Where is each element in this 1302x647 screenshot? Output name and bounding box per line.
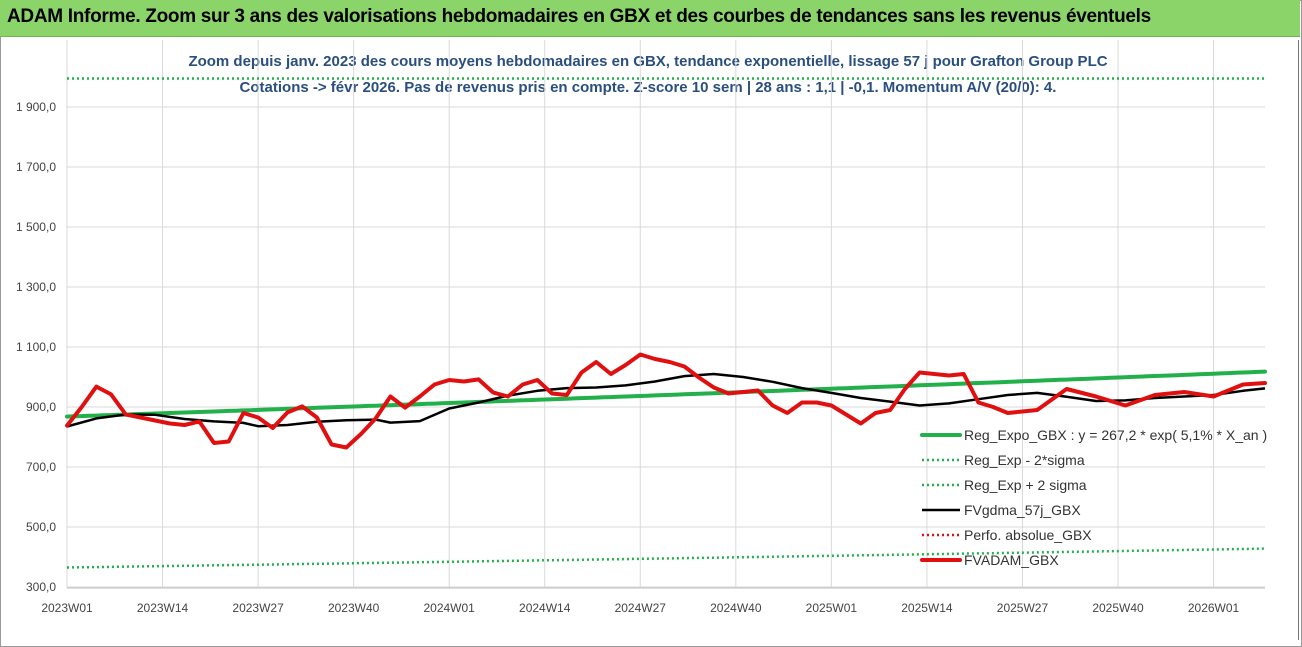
y-tick-label: 300,0 bbox=[26, 580, 56, 594]
y-tick-label: 1 100,0 bbox=[16, 340, 56, 354]
y-tick-label: 1 700,0 bbox=[16, 160, 56, 174]
grid-lines bbox=[66, 40, 1265, 588]
chart-subtitle: Cotations -> févr 2026. Pas de revenus p… bbox=[240, 79, 1057, 96]
y-tick-label: 500,0 bbox=[26, 520, 56, 534]
legend-label: Reg_Exp + 2 sigma bbox=[964, 477, 1087, 493]
x-axis: 2023W01 2023W14 2023W27 2023W40 2024W01 2024W… bbox=[41, 587, 1265, 615]
y-tick-label: 1 500,0 bbox=[16, 220, 56, 234]
y-tick-label: 1 900,0 bbox=[16, 100, 56, 114]
y-tick-label: 900,0 bbox=[26, 400, 56, 414]
y-tick-label: 700,0 bbox=[26, 460, 56, 474]
series-line-5 bbox=[65, 352, 1267, 450]
legend-label: Perfo. absolue_GBX bbox=[964, 527, 1092, 543]
report-title: ADAM Informe. Zoom sur 3 ans des valoris… bbox=[7, 6, 1151, 27]
x-tick-label: 2025W01 bbox=[806, 601, 858, 615]
x-tick-label: 2025W14 bbox=[901, 601, 953, 615]
y-axis: 300,0 500,0 700,0 900,0 1 100,0 1 300,0 1 500,… bbox=[16, 100, 56, 594]
series-line-0 bbox=[65, 369, 1267, 419]
report-banner: ADAM Informe. Zoom sur 3 ans des valoris… bbox=[0, 0, 1300, 37]
x-tick-label: 2024W40 bbox=[710, 601, 762, 615]
legend-label: FVgdma_57j_GBX bbox=[964, 502, 1081, 518]
x-tick-label: 2023W27 bbox=[232, 601, 284, 615]
x-tick-label: 2024W14 bbox=[519, 601, 571, 615]
x-tick-label: 2023W40 bbox=[328, 601, 380, 615]
chart-title: Zoom depuis janv. 2023 des cours moyens … bbox=[188, 53, 1107, 70]
legend-label: Reg_Expo_GBX : y = 267,2 * exp( 5,1% * X… bbox=[964, 427, 1267, 443]
x-tick-label: 2026W01 bbox=[1188, 601, 1240, 615]
series-line-3 bbox=[66, 372, 1266, 428]
frame-edge bbox=[1298, 40, 1299, 640]
x-tick-label: 2023W14 bbox=[137, 601, 189, 615]
x-tick-label: 2024W01 bbox=[423, 601, 475, 615]
x-tick-label: 2025W40 bbox=[1092, 601, 1144, 615]
x-tick-label: 2025W27 bbox=[997, 601, 1049, 615]
legend-label: Reg_Exp - 2*sigma bbox=[964, 452, 1085, 468]
series-line-1 bbox=[66, 547, 1266, 569]
x-tick-label: 2024W27 bbox=[615, 601, 667, 615]
legend-label: FVADAM_GBX bbox=[964, 552, 1059, 568]
x-tick-label: 2023W01 bbox=[41, 601, 93, 615]
legend: Reg_Expo_GBX : y = 267,2 * exp( 5,1% * X… bbox=[920, 427, 1267, 568]
series-layer bbox=[65, 77, 1267, 569]
y-tick-label: 1 300,0 bbox=[16, 280, 56, 294]
